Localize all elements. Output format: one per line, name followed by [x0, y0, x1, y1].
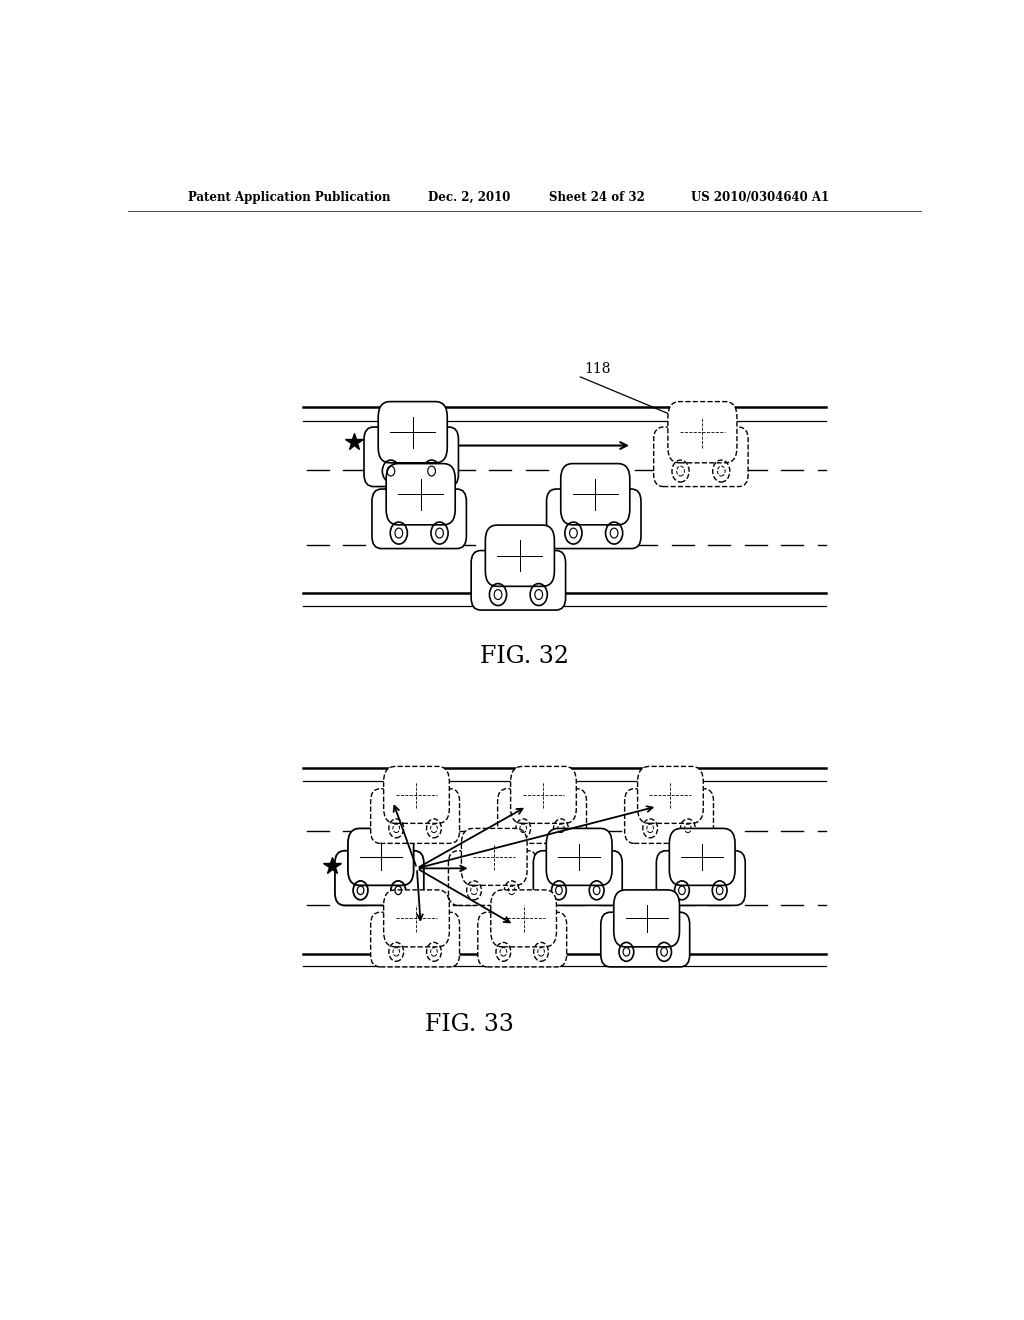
FancyBboxPatch shape	[653, 428, 749, 487]
FancyBboxPatch shape	[384, 767, 450, 824]
FancyBboxPatch shape	[449, 850, 538, 906]
FancyBboxPatch shape	[670, 829, 735, 886]
FancyBboxPatch shape	[485, 525, 554, 586]
FancyBboxPatch shape	[561, 463, 630, 525]
Text: 118: 118	[585, 362, 611, 376]
FancyBboxPatch shape	[478, 912, 566, 966]
Text: Sheet 24 of 32: Sheet 24 of 32	[549, 190, 644, 203]
FancyBboxPatch shape	[462, 829, 527, 886]
FancyBboxPatch shape	[371, 912, 460, 966]
FancyBboxPatch shape	[348, 829, 414, 886]
Text: US 2010/0304640 A1: US 2010/0304640 A1	[691, 190, 829, 203]
Text: Dec. 2, 2010: Dec. 2, 2010	[428, 190, 510, 203]
FancyBboxPatch shape	[364, 428, 459, 487]
FancyBboxPatch shape	[601, 912, 690, 966]
FancyBboxPatch shape	[471, 550, 565, 610]
FancyBboxPatch shape	[490, 890, 556, 946]
FancyBboxPatch shape	[371, 789, 460, 843]
Text: FIG. 33: FIG. 33	[425, 1012, 514, 1036]
FancyBboxPatch shape	[656, 850, 745, 906]
FancyBboxPatch shape	[547, 829, 612, 886]
FancyBboxPatch shape	[378, 401, 447, 463]
Text: FIG. 32: FIG. 32	[480, 645, 569, 668]
FancyBboxPatch shape	[372, 488, 466, 549]
FancyBboxPatch shape	[668, 401, 737, 463]
FancyBboxPatch shape	[534, 850, 623, 906]
FancyBboxPatch shape	[625, 789, 714, 843]
FancyBboxPatch shape	[384, 890, 450, 946]
FancyBboxPatch shape	[547, 488, 641, 549]
FancyBboxPatch shape	[386, 463, 456, 525]
FancyBboxPatch shape	[511, 767, 577, 824]
FancyBboxPatch shape	[613, 890, 680, 946]
FancyBboxPatch shape	[638, 767, 703, 824]
FancyBboxPatch shape	[335, 850, 424, 906]
FancyBboxPatch shape	[498, 789, 587, 843]
Text: Patent Application Publication: Patent Application Publication	[187, 190, 390, 203]
